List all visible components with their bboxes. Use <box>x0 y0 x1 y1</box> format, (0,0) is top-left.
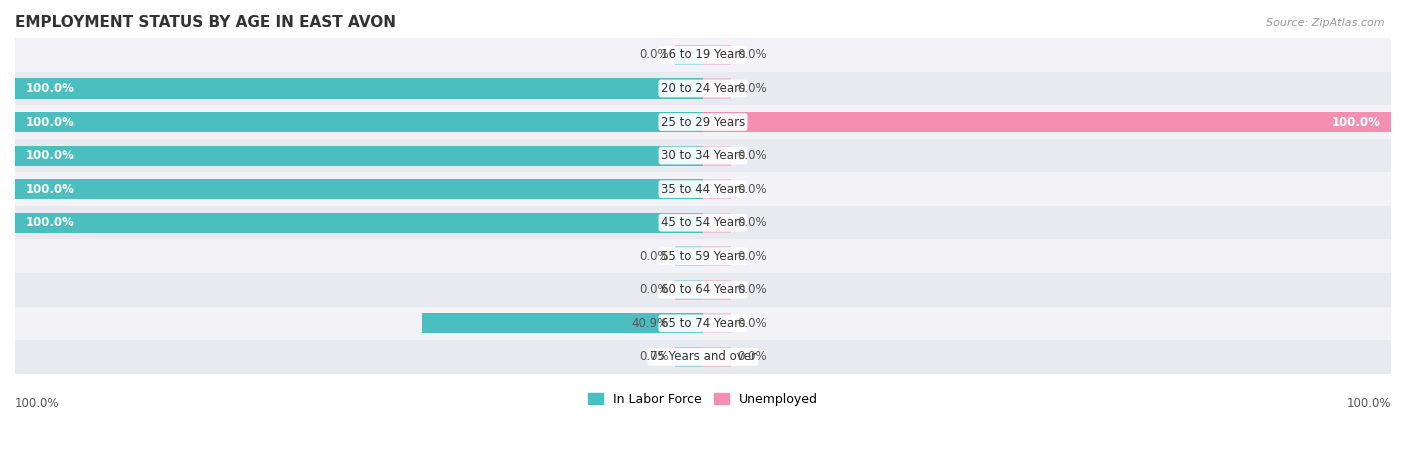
Legend: In Labor Force, Unemployed: In Labor Force, Unemployed <box>583 388 823 411</box>
Text: 0.0%: 0.0% <box>737 284 768 296</box>
Text: 100.0%: 100.0% <box>1331 116 1381 129</box>
Bar <box>15 145 703 166</box>
Text: 0.0%: 0.0% <box>737 149 768 162</box>
Bar <box>15 340 1391 374</box>
Text: 0.0%: 0.0% <box>638 49 669 61</box>
Text: 20 to 24 Years: 20 to 24 Years <box>661 82 745 95</box>
Bar <box>15 273 1391 306</box>
Bar <box>15 239 1391 273</box>
Bar <box>703 112 1391 132</box>
Text: 75 Years and over: 75 Years and over <box>650 351 756 364</box>
Bar <box>675 347 703 367</box>
Text: 100.0%: 100.0% <box>15 397 59 410</box>
Text: 16 to 19 Years: 16 to 19 Years <box>661 49 745 61</box>
Bar <box>703 179 731 199</box>
Bar <box>703 212 731 233</box>
Bar <box>422 313 703 333</box>
Text: 100.0%: 100.0% <box>25 82 75 95</box>
Text: 0.0%: 0.0% <box>638 351 669 364</box>
Bar <box>703 347 731 367</box>
Text: 0.0%: 0.0% <box>737 216 768 229</box>
Text: 0.0%: 0.0% <box>638 250 669 263</box>
Text: 35 to 44 Years: 35 to 44 Years <box>661 183 745 196</box>
Bar <box>15 112 703 132</box>
Text: 0.0%: 0.0% <box>737 183 768 196</box>
Text: 0.0%: 0.0% <box>737 317 768 330</box>
Text: 55 to 59 Years: 55 to 59 Years <box>661 250 745 263</box>
Bar <box>15 78 703 99</box>
Text: 100.0%: 100.0% <box>25 116 75 129</box>
Bar <box>15 306 1391 340</box>
Bar <box>15 206 1391 239</box>
Bar <box>15 139 1391 172</box>
Text: 0.0%: 0.0% <box>737 351 768 364</box>
Text: 30 to 34 Years: 30 to 34 Years <box>661 149 745 162</box>
Bar <box>703 145 731 166</box>
Text: 0.0%: 0.0% <box>737 49 768 61</box>
Bar <box>15 105 1391 139</box>
Text: 0.0%: 0.0% <box>638 284 669 296</box>
Text: 0.0%: 0.0% <box>737 82 768 95</box>
Bar <box>675 246 703 266</box>
Bar <box>703 313 731 333</box>
Text: 45 to 54 Years: 45 to 54 Years <box>661 216 745 229</box>
Text: 0.0%: 0.0% <box>737 250 768 263</box>
Bar <box>703 78 731 99</box>
Text: EMPLOYMENT STATUS BY AGE IN EAST AVON: EMPLOYMENT STATUS BY AGE IN EAST AVON <box>15 15 396 30</box>
Text: 60 to 64 Years: 60 to 64 Years <box>661 284 745 296</box>
Text: 25 to 29 Years: 25 to 29 Years <box>661 116 745 129</box>
Bar <box>675 45 703 65</box>
Bar <box>703 246 731 266</box>
Text: 100.0%: 100.0% <box>25 183 75 196</box>
Bar <box>15 38 1391 72</box>
Bar <box>15 212 703 233</box>
Text: 100.0%: 100.0% <box>25 216 75 229</box>
Bar <box>703 280 731 300</box>
Text: Source: ZipAtlas.com: Source: ZipAtlas.com <box>1267 18 1385 28</box>
Text: 65 to 74 Years: 65 to 74 Years <box>661 317 745 330</box>
Bar <box>675 280 703 300</box>
Bar <box>15 72 1391 105</box>
Text: 100.0%: 100.0% <box>1347 397 1391 410</box>
Text: 100.0%: 100.0% <box>25 149 75 162</box>
Bar <box>15 172 1391 206</box>
Bar <box>703 45 731 65</box>
Text: 40.9%: 40.9% <box>631 317 669 330</box>
Bar <box>15 179 703 199</box>
